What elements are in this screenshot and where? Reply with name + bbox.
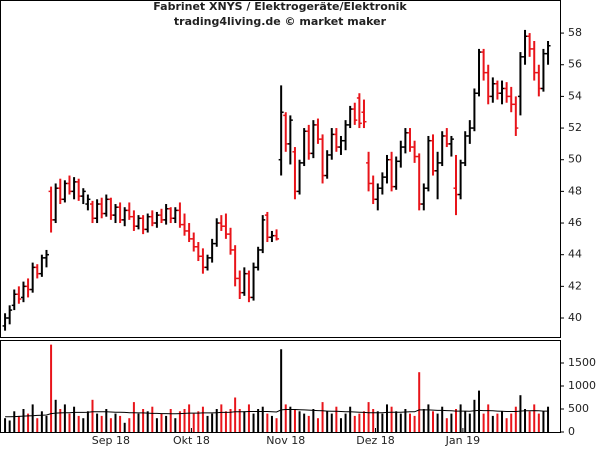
volume-average [5,409,548,418]
y2-tick-label: 1500 [568,356,596,369]
y-tick-label: 44 [568,248,582,261]
y-tick-label: 50 [568,153,582,166]
y-tick-label: 52 [568,121,582,134]
y-tick-label: 42 [568,279,582,292]
y2-tick-label: 1000 [568,379,596,392]
y-tick-label: 46 [568,216,582,229]
y2-tick-label: 0 [568,425,575,438]
x-tick-label: Dez 18 [356,434,395,447]
y-tick-label: 40 [568,311,582,324]
price-panel [0,0,561,338]
y-tick-label: 48 [568,184,582,197]
y-tick-label: 56 [568,58,582,71]
chart-title: Fabrinet XNYS / Elektrogeräte/Elektronik [153,0,407,13]
y2-tick-label: 500 [568,402,589,415]
x-tick-label: Nov 18 [266,434,305,447]
x-tick-label: Okt 18 [173,434,210,447]
x-tick-label: Jan 19 [445,434,480,447]
chart-subtitle: trading4living.de © market maker [174,15,387,28]
x-tick-label: Sep 18 [92,434,130,447]
y-tick-label: 58 [568,26,582,39]
y-tick-label: 54 [568,89,582,102]
